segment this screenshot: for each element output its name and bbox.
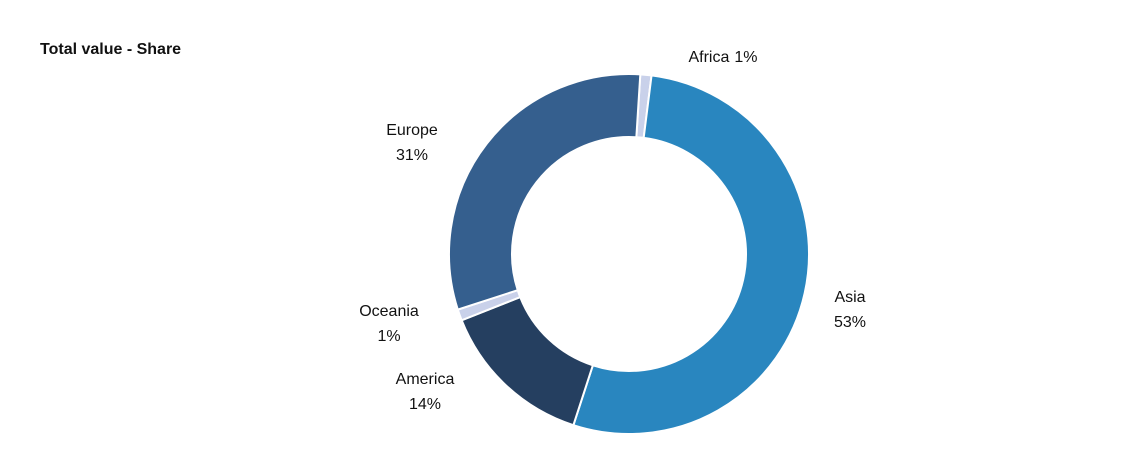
category-label: Oceania xyxy=(359,303,419,320)
slice-label: Europe 31% xyxy=(386,122,438,164)
category-label: America xyxy=(396,371,455,388)
slice-label: Africa 1% xyxy=(688,49,757,66)
slice-label: Oceania 1% xyxy=(359,303,419,345)
value-label: 1% xyxy=(734,49,757,66)
value-label: 53% xyxy=(834,314,866,331)
slice-label: Asia 53% xyxy=(834,289,866,331)
category-label: Asia xyxy=(834,289,865,306)
category-label: Europe xyxy=(386,122,438,139)
value-label: 31% xyxy=(396,147,428,164)
category-label: Africa xyxy=(688,49,729,66)
slice-label: America 14% xyxy=(396,371,455,413)
donut-slice xyxy=(572,74,810,435)
chart-title: Total value - Share xyxy=(40,41,181,58)
donut-slice xyxy=(460,295,595,427)
value-label: 14% xyxy=(409,396,441,413)
donut-slice xyxy=(448,73,642,311)
value-label: 1% xyxy=(377,328,400,345)
